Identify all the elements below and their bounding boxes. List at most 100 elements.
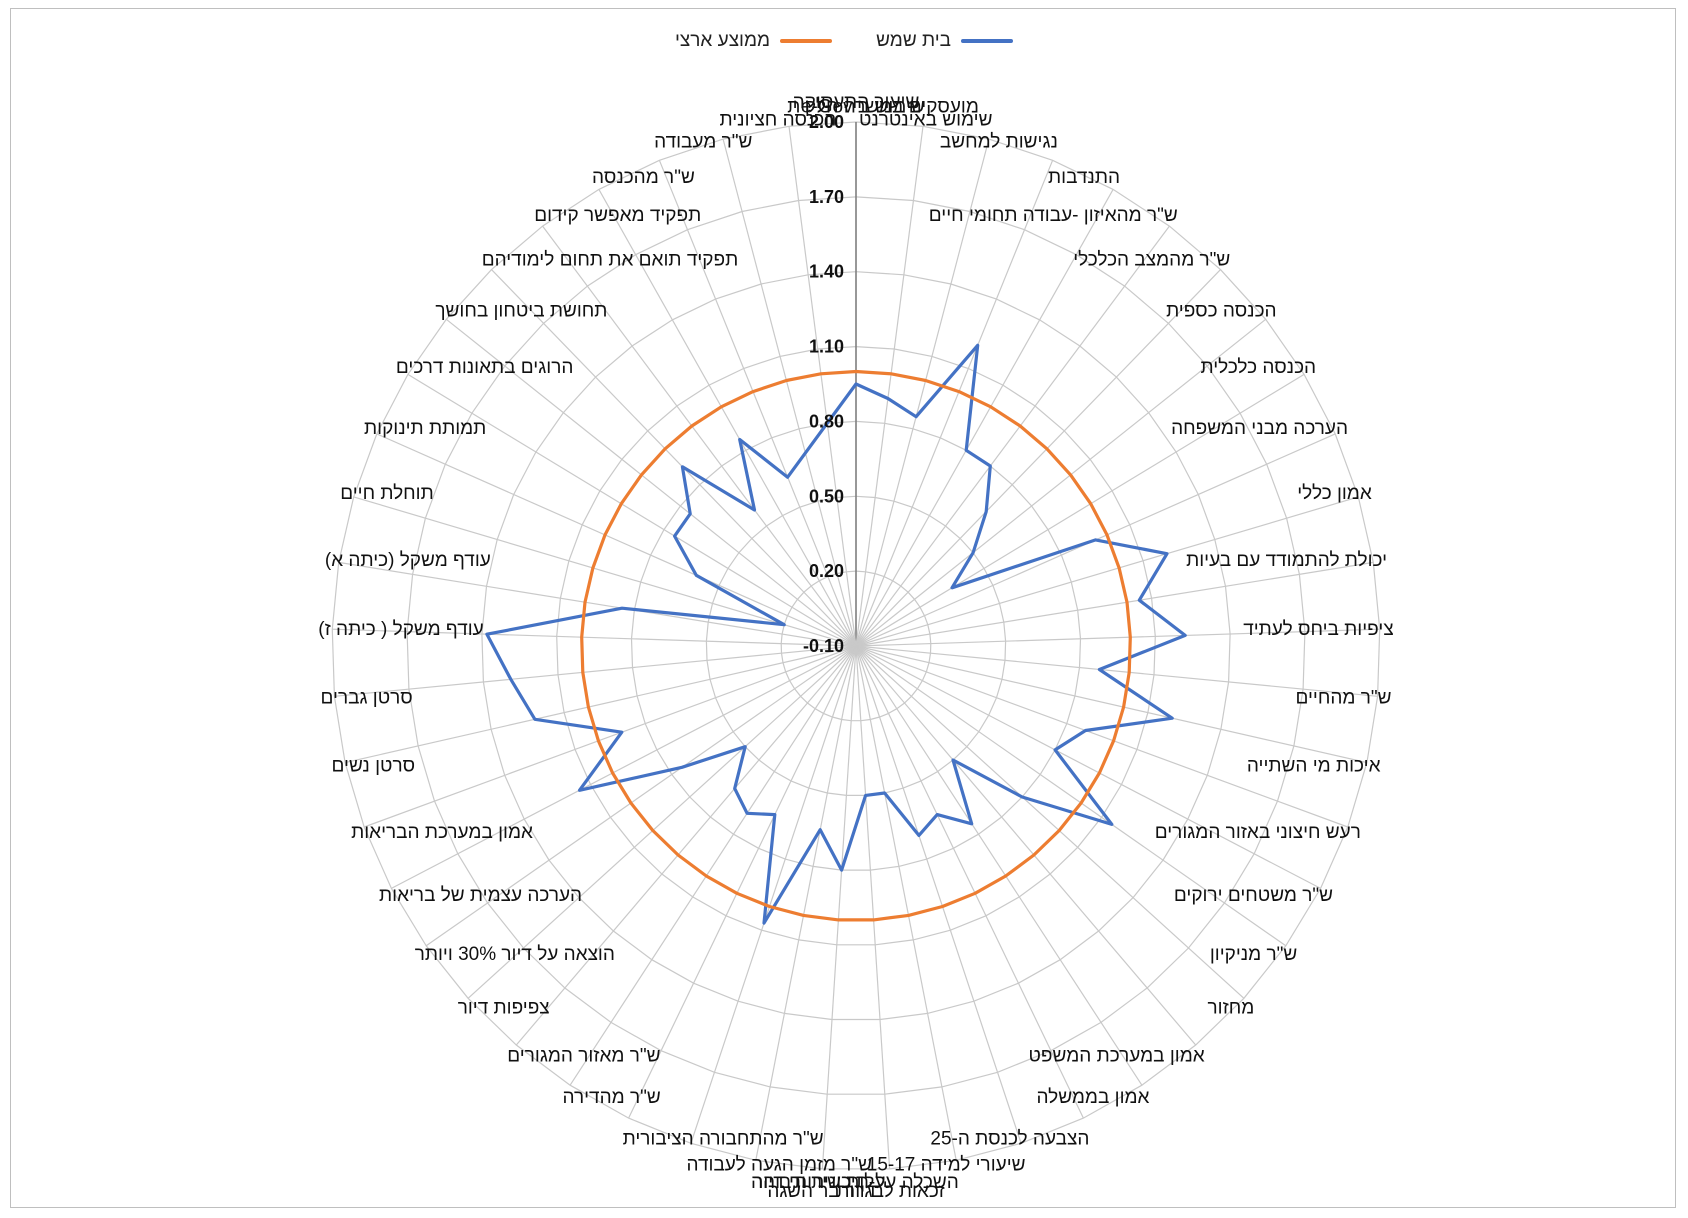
category-label-13: ש"ר מהחיים <box>1295 688 1391 709</box>
spoke-25 <box>821 645 857 1169</box>
category-label-6: ש"ר מהמצב הכלכלי <box>1073 250 1230 271</box>
legend-swatch-national-average <box>780 39 833 43</box>
category-label-8: הכנסה כלכלית <box>1200 357 1316 378</box>
category-label-17: ש"ר מניקיון <box>1210 944 1298 965</box>
category-label-16: ש"ר משטחים ירוקים <box>1174 885 1333 906</box>
series-line-1 <box>580 369 1132 922</box>
spoke-47 <box>722 138 857 647</box>
tick-label-3: 0.80 <box>809 411 844 431</box>
category-label-23: השכלה על-תיכונית ורבוהה <box>751 1172 959 1193</box>
category-label-37: עודף משקל ( כיתה ז) <box>318 619 483 640</box>
spoke-40 <box>376 433 857 647</box>
grid-ring-2 <box>705 495 1007 797</box>
spoke-22 <box>855 645 1022 1144</box>
spoke-24 <box>855 645 891 1169</box>
category-label-14: איכות מי השתייה <box>1247 756 1381 777</box>
spoke-11 <box>855 561 1374 647</box>
category-label-0: שיעור התעסוקה <box>793 92 920 113</box>
spoke-16 <box>855 645 1321 889</box>
grid-ring-3 <box>630 420 1082 871</box>
tick-label-1: 0.20 <box>809 561 844 581</box>
category-label-33: הערכה עצמית של בריאות <box>379 885 582 906</box>
spoke-32 <box>425 645 857 947</box>
category-label-15: רעש חיצוני באזור המגורים <box>1155 822 1361 843</box>
category-label-32: הוצאה על דיור 30% ויותר <box>415 944 615 965</box>
category-label-34: אמון במערכת הבריאות <box>351 822 533 843</box>
category-label-18: מחזור <box>1208 998 1255 1019</box>
spoke-6 <box>855 269 1221 647</box>
spoke-33 <box>391 645 857 889</box>
tick-label-5: 1.40 <box>809 262 844 282</box>
grid-ring-6 <box>406 196 1306 1095</box>
category-label-2: שימוש באינטרנט <box>859 110 993 131</box>
spoke-34 <box>363 645 857 828</box>
category-label-29: ש"ר מהדירה <box>563 1087 661 1108</box>
category-label-36: סרטן גברים <box>321 688 413 709</box>
spoke-45 <box>598 189 857 647</box>
spoke-42 <box>445 318 857 647</box>
spoke-18 <box>855 645 1245 999</box>
tick-label-0: -0.10 <box>803 636 844 656</box>
category-label-1: e-Gov שימוש ב <box>801 96 925 117</box>
grid-ring-5 <box>481 271 1231 1021</box>
category-label-25: דיור בר השגה <box>767 1181 876 1202</box>
spoke-31 <box>467 645 857 999</box>
spoke-39 <box>353 496 857 647</box>
spoke-7 <box>855 318 1267 647</box>
spoke-10 <box>855 496 1359 647</box>
category-label-7: הכנסה כספית <box>1166 301 1277 322</box>
series-line-0 <box>485 343 1187 925</box>
spoke-44 <box>542 225 857 647</box>
legend-item-national-average: ממוצע ארצי <box>675 30 833 52</box>
spoke-38 <box>338 561 857 647</box>
category-label-27: ש"ר מזמן הגעה לעבודה <box>687 1155 873 1176</box>
category-label-44: תפקיד מאפשר קידום <box>534 205 701 226</box>
legend-label-beit-shemesh: בית שמש <box>876 30 952 51</box>
category-label-28: ש"ר מהתחבורה הציבורית <box>623 1129 824 1150</box>
category-label-48: מועסקים במשרה חלקית <box>787 96 979 117</box>
spoke-46 <box>658 160 857 647</box>
category-label-4: התנדבות <box>1048 167 1120 188</box>
legend-item-beit-shemesh: בית שמש <box>876 30 1014 52</box>
spoke-17 <box>855 645 1287 947</box>
category-label-19: אמון במערכת המשפט <box>1029 1046 1205 1067</box>
category-label-9: הערכה מבני המשפחה <box>1171 418 1348 439</box>
tick-label-4: 1.10 <box>809 337 844 357</box>
category-label-31: צפיפות דיור <box>458 998 550 1019</box>
spoke-28 <box>628 645 857 1119</box>
category-label-30: ש"ר מאזור המגורים <box>507 1046 660 1067</box>
spoke-35 <box>344 645 857 764</box>
chart-frame <box>10 8 1676 1208</box>
spoke-20 <box>855 645 1143 1086</box>
spoke-37 <box>332 628 857 647</box>
category-label-11: יכולת להתמודד עם בעיות <box>1186 550 1387 571</box>
spoke-14 <box>855 645 1368 764</box>
spoke-8 <box>855 373 1305 647</box>
category-label-39: תוחלת חיים <box>340 483 434 504</box>
category-label-26: עלות שירותי דיור <box>753 1172 885 1193</box>
tick-label-6: 1.70 <box>809 187 844 207</box>
spoke-43 <box>491 269 857 647</box>
legend: בית שמש ממוצע ארצי <box>0 30 1688 52</box>
category-label-43: תפקיד תואם את תחום לימודיהם <box>482 250 739 271</box>
tick-label-2: 0.50 <box>809 486 844 506</box>
category-label-10: אמון כללי <box>1297 483 1372 504</box>
spoke-19 <box>855 645 1197 1046</box>
category-label-41: הרוגים בתאונות דרכים <box>396 357 574 378</box>
spoke-15 <box>855 645 1349 828</box>
spoke-41 <box>407 373 857 647</box>
legend-swatch-beit-shemesh <box>961 39 1014 43</box>
category-label-38: עודף משקל (כיתה א) <box>325 550 491 571</box>
category-label-12: ציפיות ביחס לעתיד <box>1243 619 1393 640</box>
category-label-35: סרטן נשים <box>332 756 416 777</box>
category-label-20: אמון בממשלה <box>1036 1087 1149 1108</box>
spoke-4 <box>855 189 1114 647</box>
spoke-1 <box>855 126 924 647</box>
category-label-3: נגישות למחשב <box>940 131 1058 152</box>
spoke-30 <box>515 645 857 1046</box>
category-label-46: ש"ר מעבודה <box>654 131 752 152</box>
grid-ring-7 <box>331 121 1381 1170</box>
spoke-13 <box>855 645 1378 697</box>
spoke-48 <box>788 126 857 647</box>
